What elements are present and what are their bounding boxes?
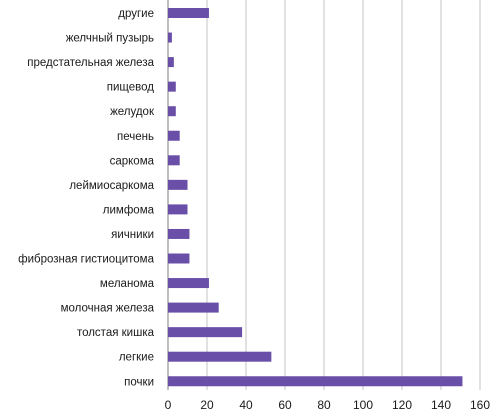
bar	[168, 155, 180, 166]
bar	[168, 228, 190, 239]
category-label: почки	[124, 376, 154, 388]
x-tick-label: 60	[278, 398, 292, 412]
gridlines	[167, 0, 481, 390]
category-label: саркома	[110, 155, 155, 167]
bar	[168, 8, 209, 18]
x-tick-label: 120	[392, 398, 412, 412]
bar	[168, 351, 272, 362]
bar	[168, 32, 172, 43]
category-label: леймиосаркома	[69, 180, 154, 192]
bar	[168, 130, 180, 141]
bar	[168, 278, 209, 289]
x-tick-label: 100	[353, 398, 373, 412]
category-label: фиброзная гистиоцитома	[18, 254, 154, 266]
category-label: пищевод	[107, 82, 155, 94]
category-label: молочная железа	[61, 303, 155, 315]
category-label: меланома	[100, 278, 155, 290]
category-label: легкие	[119, 352, 154, 364]
x-tick-label: 80	[317, 398, 331, 412]
x-tick-label: 160	[470, 398, 490, 412]
bar	[168, 204, 188, 215]
category-label: лимфома	[103, 204, 155, 216]
x-tick-label: 20	[200, 398, 214, 412]
category-label: желудок	[110, 106, 155, 118]
bar	[168, 376, 463, 387]
bar	[168, 179, 188, 190]
bar	[168, 327, 243, 338]
category-labels: другие желчный пузырь предстательная желез…	[18, 8, 155, 388]
category-label: другие	[118, 8, 154, 20]
bar	[168, 106, 176, 117]
bar	[168, 81, 176, 92]
category-label: предстательная железа	[27, 57, 154, 69]
category-label: желчный пузырь	[66, 33, 154, 45]
bar	[168, 302, 219, 313]
category-label: печень	[117, 131, 154, 143]
category-label: яичники	[111, 229, 154, 241]
x-tick-label: 0	[165, 398, 172, 412]
x-tick-label: 140	[431, 398, 451, 412]
bar	[168, 57, 174, 68]
x-tick-labels: 0 20 40 60 80 100 120 140 160	[165, 398, 490, 412]
x-tick-label: 40	[239, 398, 253, 412]
category-label: толстая кишка	[77, 327, 155, 339]
bars	[168, 8, 463, 387]
bar	[168, 253, 190, 264]
